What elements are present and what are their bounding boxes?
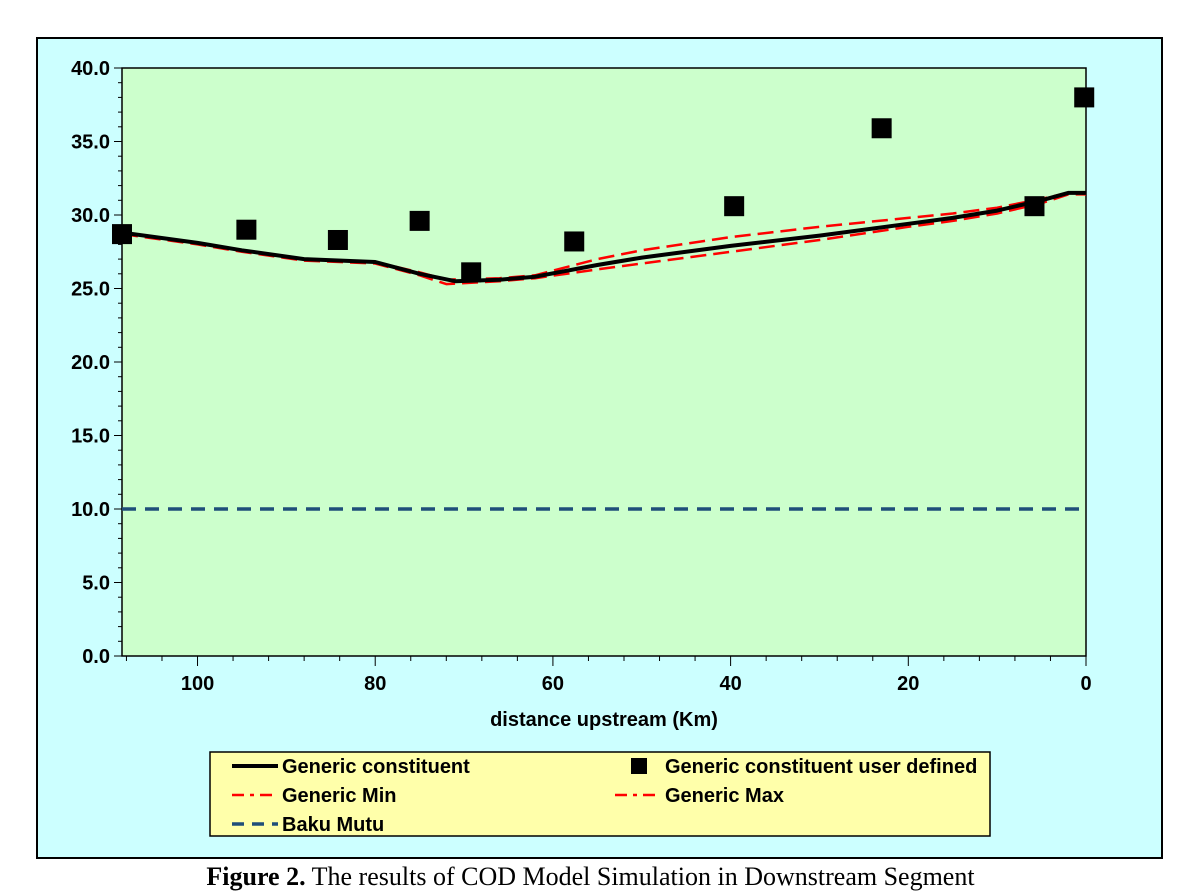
x-tick-label: 80	[364, 673, 386, 695]
figure-caption: Figure 2. The results of COD Model Simul…	[0, 862, 1181, 892]
x-tick-label: 100	[181, 673, 214, 695]
y-tick-label: 35.0	[71, 132, 110, 154]
caption-label: Figure 2.	[206, 862, 306, 891]
x-tick-label: 60	[542, 673, 564, 695]
y-tick-label: 15.0	[71, 426, 110, 448]
generic-constituent-user-defined-point	[327, 229, 348, 250]
y-tick-label: 25.0	[71, 279, 110, 301]
y-tick-label: 10.0	[71, 499, 110, 521]
generic-constituent-user-defined-point	[1074, 87, 1095, 108]
generic-constituent-user-defined-point	[461, 262, 482, 283]
generic-constituent-line	[121, 190, 1086, 284]
generic-constituent-user-defined-point	[871, 118, 892, 139]
legend: Generic constituent Generic constituent u…	[232, 756, 977, 836]
x-axis: 100 80 60 40 20 0	[125, 656, 1092, 695]
legend-label-generic-constituent: Generic constituent	[282, 756, 470, 778]
legend-label-generic-min: Generic Min	[282, 785, 396, 807]
legend-label-generic-constituent-user-defined: Generic constituent user defined	[665, 756, 977, 778]
generic-constituent-user-defined-point	[1024, 196, 1045, 217]
x-tick-label: 20	[897, 673, 919, 695]
legend-box	[209, 751, 991, 837]
legend-swatch-generic-constituent-user-defined	[631, 758, 647, 774]
y-tick-label: 20.0	[71, 352, 110, 374]
generic-constituent-user-defined-point	[236, 219, 257, 240]
y-axis: 0.0 5.0 10.0 15.0 20.0 25.0 30.0 35.0 40.0	[71, 58, 122, 668]
y-tick-label: 30.0	[71, 205, 110, 227]
generic-constituent-user-defined-point	[112, 224, 132, 245]
x-tick-label: 40	[719, 673, 741, 695]
series-layer	[112, 87, 1095, 511]
x-axis-title: distance upstream (Km)	[490, 709, 718, 731]
y-tick-label: 0.0	[82, 646, 110, 668]
generic-constituent-user-defined-point	[724, 196, 745, 217]
generic-constituent-user-defined-point	[564, 231, 585, 252]
generic-constituent-user-defined-point	[409, 210, 430, 231]
legend-label-generic-max: Generic Max	[665, 785, 784, 807]
x-tick-label: 0	[1080, 673, 1091, 695]
y-tick-label: 5.0	[82, 573, 110, 595]
plot-area	[121, 67, 1087, 657]
y-tick-label: 40.0	[71, 58, 110, 80]
legend-label-baku-mutu: Baku Mutu	[282, 814, 384, 836]
caption-text: The results of COD Model Simulation in D…	[305, 862, 975, 891]
